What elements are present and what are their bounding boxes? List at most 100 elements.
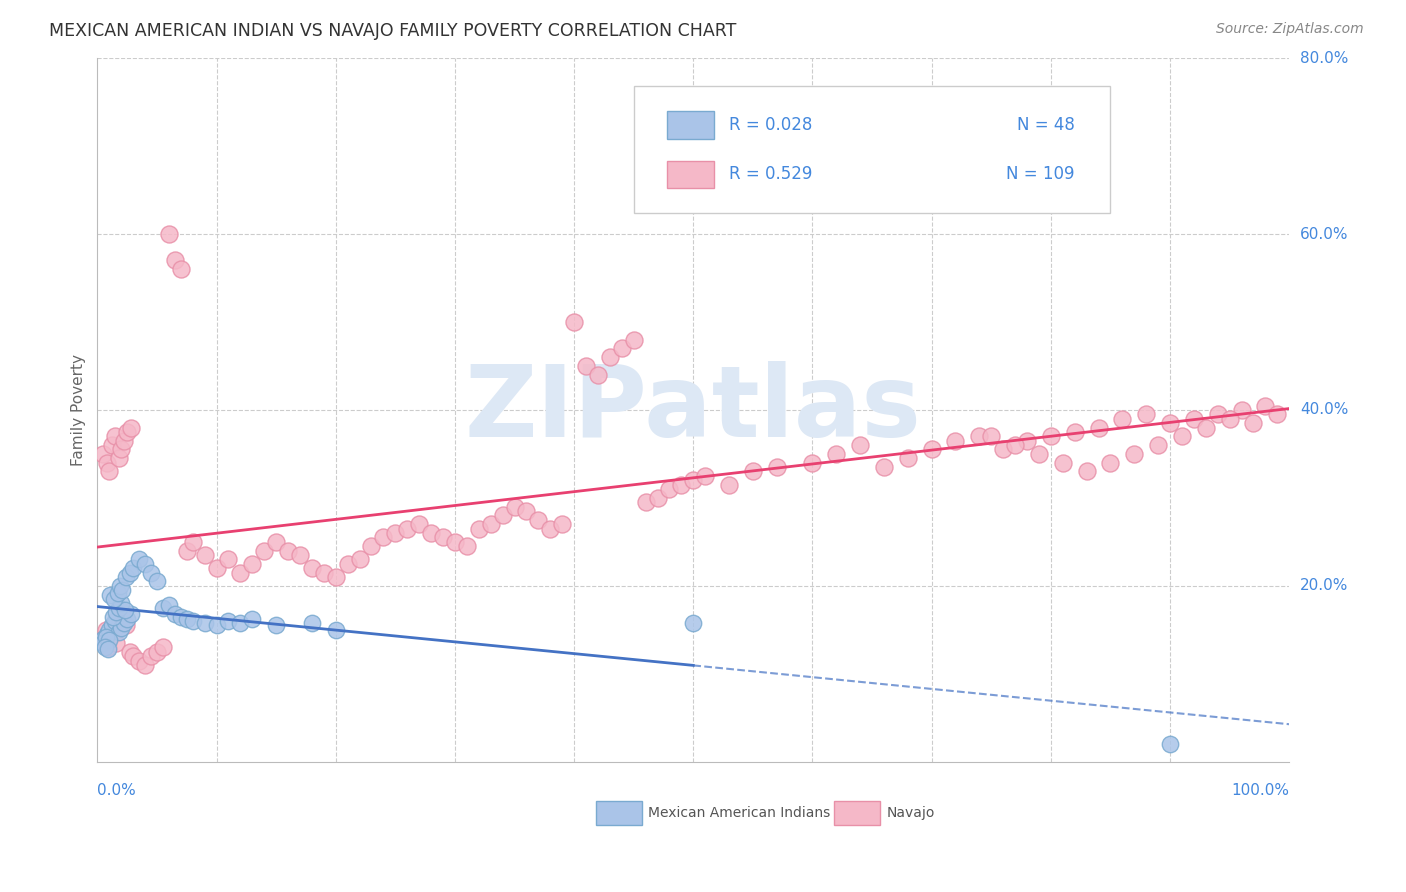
Point bbox=[120, 420, 142, 434]
Point bbox=[1039, 429, 1062, 443]
Point bbox=[515, 504, 537, 518]
Point bbox=[100, 438, 122, 452]
Point bbox=[118, 566, 141, 580]
Point bbox=[1004, 438, 1026, 452]
Text: 40.0%: 40.0% bbox=[1301, 402, 1348, 417]
Point bbox=[969, 429, 991, 443]
Point bbox=[444, 534, 467, 549]
Point bbox=[163, 607, 186, 621]
Point bbox=[373, 530, 395, 544]
Y-axis label: Family Poverty: Family Poverty bbox=[72, 354, 86, 466]
Point bbox=[105, 605, 128, 619]
Point bbox=[634, 495, 657, 509]
Text: R = 0.028: R = 0.028 bbox=[730, 116, 813, 134]
Point bbox=[134, 657, 156, 672]
Point bbox=[98, 465, 121, 479]
Point bbox=[104, 429, 127, 443]
Point bbox=[100, 588, 122, 602]
FancyBboxPatch shape bbox=[666, 112, 713, 139]
Point bbox=[1159, 737, 1181, 751]
FancyBboxPatch shape bbox=[666, 161, 713, 188]
Point bbox=[1099, 456, 1122, 470]
Point bbox=[96, 627, 118, 641]
Point bbox=[647, 491, 669, 505]
Point bbox=[765, 460, 787, 475]
Point bbox=[122, 561, 145, 575]
Point bbox=[152, 600, 174, 615]
Point bbox=[538, 522, 561, 536]
Point bbox=[1135, 407, 1157, 421]
Point bbox=[229, 615, 252, 630]
Point bbox=[1063, 425, 1085, 439]
Point bbox=[94, 630, 117, 644]
Point bbox=[128, 552, 150, 566]
Point bbox=[1265, 407, 1288, 421]
Point bbox=[91, 632, 114, 646]
Point bbox=[288, 548, 311, 562]
Point bbox=[115, 570, 138, 584]
Point bbox=[107, 451, 129, 466]
Text: R = 0.529: R = 0.529 bbox=[730, 165, 813, 183]
Point bbox=[181, 534, 204, 549]
Point bbox=[1219, 411, 1241, 425]
Point bbox=[157, 227, 180, 241]
Point bbox=[240, 612, 263, 626]
Point bbox=[134, 557, 156, 571]
Point bbox=[114, 603, 136, 617]
Point bbox=[110, 442, 132, 457]
Point bbox=[264, 534, 287, 549]
Point bbox=[112, 615, 135, 630]
Point bbox=[801, 456, 824, 470]
Point bbox=[110, 596, 132, 610]
Point bbox=[623, 333, 645, 347]
Point bbox=[301, 615, 323, 630]
Point bbox=[980, 429, 1002, 443]
Point bbox=[599, 350, 621, 364]
Point bbox=[718, 477, 741, 491]
Text: Source: ZipAtlas.com: Source: ZipAtlas.com bbox=[1216, 22, 1364, 37]
FancyBboxPatch shape bbox=[634, 87, 1111, 213]
Point bbox=[325, 570, 347, 584]
Text: Mexican American Indians: Mexican American Indians bbox=[648, 806, 830, 820]
Point bbox=[105, 636, 128, 650]
Point bbox=[432, 530, 454, 544]
Point bbox=[120, 607, 142, 621]
Text: 60.0%: 60.0% bbox=[1301, 227, 1348, 242]
Point bbox=[562, 315, 585, 329]
FancyBboxPatch shape bbox=[834, 801, 880, 825]
Point bbox=[396, 522, 419, 536]
Point bbox=[98, 623, 121, 637]
Point bbox=[741, 465, 763, 479]
Point bbox=[312, 566, 335, 580]
Point bbox=[91, 632, 114, 646]
Point bbox=[111, 583, 134, 598]
Point bbox=[325, 623, 347, 637]
Point bbox=[205, 618, 228, 632]
Point bbox=[825, 447, 848, 461]
Point bbox=[671, 477, 693, 491]
Point bbox=[240, 557, 263, 571]
Point bbox=[194, 615, 217, 630]
Point bbox=[991, 442, 1014, 457]
Text: ZIPatlas: ZIPatlas bbox=[465, 361, 922, 458]
Point bbox=[277, 543, 299, 558]
Point bbox=[115, 425, 138, 439]
Point bbox=[176, 612, 198, 626]
Point bbox=[152, 640, 174, 655]
Point bbox=[264, 618, 287, 632]
Point bbox=[695, 468, 717, 483]
Point bbox=[115, 612, 138, 626]
Point bbox=[108, 579, 131, 593]
Point bbox=[491, 508, 513, 523]
Point bbox=[111, 605, 134, 619]
Point bbox=[157, 598, 180, 612]
Point bbox=[408, 517, 430, 532]
Text: 0.0%: 0.0% bbox=[97, 783, 136, 797]
Point bbox=[420, 526, 443, 541]
Point bbox=[98, 633, 121, 648]
Point bbox=[1028, 447, 1050, 461]
Point bbox=[97, 640, 120, 655]
Point bbox=[1087, 420, 1109, 434]
Point bbox=[97, 642, 120, 657]
Point bbox=[110, 621, 132, 635]
